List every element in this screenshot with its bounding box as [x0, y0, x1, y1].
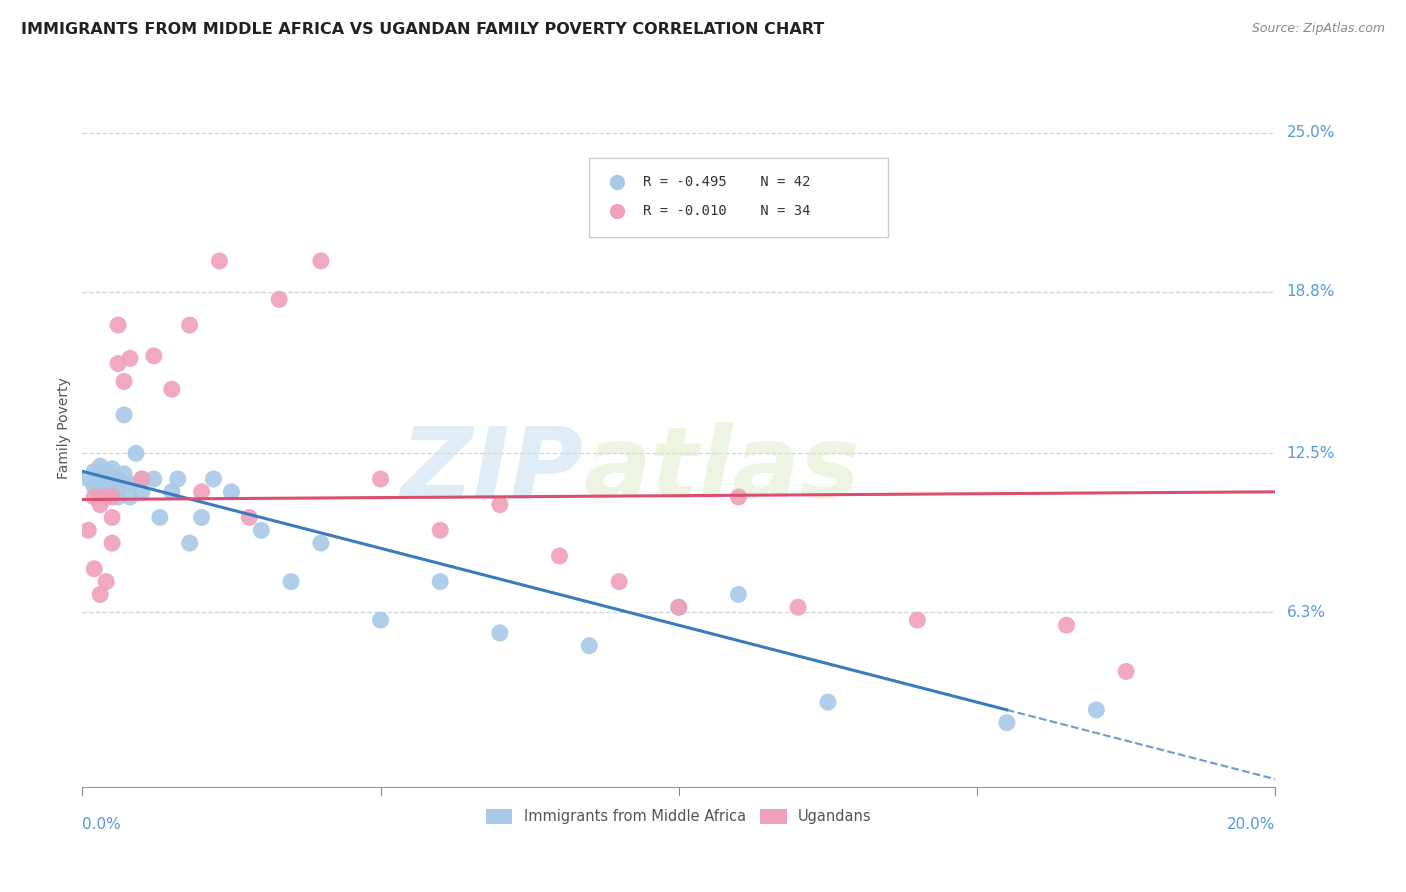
Point	[190, 484, 212, 499]
Point	[94, 490, 117, 504]
Point	[101, 490, 124, 504]
Text: 18.8%: 18.8%	[1286, 285, 1334, 299]
Point	[94, 464, 117, 478]
Point	[429, 524, 451, 538]
Point	[489, 626, 512, 640]
Text: 12.5%: 12.5%	[1286, 446, 1334, 461]
Point	[166, 472, 188, 486]
Point	[149, 510, 172, 524]
Point	[101, 510, 124, 524]
Point	[131, 472, 153, 486]
Point	[190, 510, 212, 524]
Point	[118, 490, 141, 504]
Text: 25.0%: 25.0%	[1286, 125, 1334, 140]
Point	[370, 613, 392, 627]
Point	[1115, 665, 1137, 679]
Text: 20.0%: 20.0%	[1227, 817, 1275, 832]
Text: 6.3%: 6.3%	[1286, 605, 1326, 620]
FancyBboxPatch shape	[589, 158, 887, 237]
Point	[131, 484, 153, 499]
Point	[1085, 703, 1108, 717]
Point	[107, 472, 129, 486]
Point	[995, 715, 1018, 730]
Point	[429, 574, 451, 589]
Point	[94, 574, 117, 589]
Point	[101, 469, 124, 483]
Point	[83, 464, 105, 478]
Text: R = -0.495    N = 42: R = -0.495 N = 42	[643, 175, 810, 189]
Point	[787, 600, 810, 615]
Point	[107, 480, 129, 494]
Point	[370, 472, 392, 486]
Point	[668, 600, 690, 615]
Point	[250, 524, 273, 538]
Point	[112, 408, 135, 422]
Point	[77, 524, 100, 538]
Point	[89, 459, 111, 474]
Point	[107, 490, 129, 504]
Point	[269, 293, 291, 307]
Point	[118, 351, 141, 366]
Point	[727, 490, 749, 504]
Point	[309, 254, 332, 268]
Point	[107, 318, 129, 332]
Point	[548, 549, 571, 563]
Point	[89, 498, 111, 512]
Point	[905, 613, 928, 627]
Point	[125, 446, 148, 460]
Point	[309, 536, 332, 550]
Point	[1056, 618, 1078, 632]
Point	[94, 477, 117, 491]
Text: IMMIGRANTS FROM MIDDLE AFRICA VS UGANDAN FAMILY POVERTY CORRELATION CHART: IMMIGRANTS FROM MIDDLE AFRICA VS UGANDAN…	[21, 22, 824, 37]
Point	[208, 254, 231, 268]
Point	[668, 600, 690, 615]
Point	[221, 484, 243, 499]
Point	[817, 695, 839, 709]
Point	[89, 587, 111, 601]
Point	[280, 574, 302, 589]
Point	[489, 498, 512, 512]
Point	[727, 587, 749, 601]
Point	[77, 472, 100, 486]
Legend: Immigrants from Middle Africa, Ugandans: Immigrants from Middle Africa, Ugandans	[479, 803, 877, 830]
Point	[160, 484, 183, 499]
Point	[131, 472, 153, 486]
Text: R = -0.010    N = 34: R = -0.010 N = 34	[643, 203, 810, 218]
Point	[83, 562, 105, 576]
Point	[142, 472, 165, 486]
Point	[238, 510, 260, 524]
Point	[112, 375, 135, 389]
Point	[94, 490, 117, 504]
Y-axis label: Family Poverty: Family Poverty	[58, 376, 72, 479]
Point	[101, 461, 124, 475]
Point	[112, 467, 135, 481]
Point	[101, 536, 124, 550]
Point	[83, 480, 105, 494]
Text: 0.0%: 0.0%	[83, 817, 121, 832]
Point	[179, 536, 201, 550]
Point	[89, 484, 111, 499]
Point	[160, 382, 183, 396]
Point	[578, 639, 600, 653]
Point	[607, 574, 630, 589]
Text: atlas: atlas	[583, 422, 860, 519]
Point	[142, 349, 165, 363]
Point	[107, 357, 129, 371]
Point	[179, 318, 201, 332]
Point	[202, 472, 225, 486]
Point	[118, 477, 141, 491]
Point	[89, 472, 111, 486]
Point	[101, 480, 124, 494]
Text: ZIP: ZIP	[401, 422, 583, 519]
Point	[83, 490, 105, 504]
Text: Source: ZipAtlas.com: Source: ZipAtlas.com	[1251, 22, 1385, 36]
